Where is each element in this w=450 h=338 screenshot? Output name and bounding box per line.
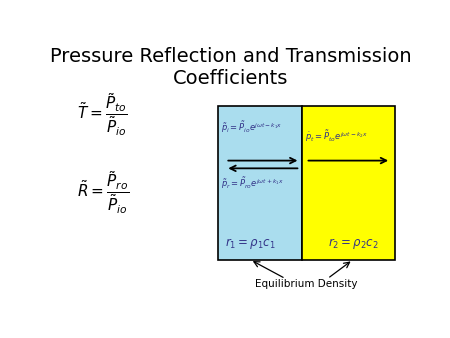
Text: $\tilde{T} = \dfrac{\tilde{P}_{to}}{\tilde{P}_{io}}$: $\tilde{T} = \dfrac{\tilde{P}_{to}}{\til… xyxy=(77,92,128,138)
Bar xyxy=(218,106,302,261)
Text: $\tilde{p}_r = \tilde{P}_{ro}e^{j\omega t + k_1 x}$: $\tilde{p}_r = \tilde{P}_{ro}e^{j\omega … xyxy=(221,175,284,191)
Text: $r_2 = \rho_2 c_2$: $r_2 = \rho_2 c_2$ xyxy=(328,236,378,251)
Text: $\tilde{R} = \dfrac{\tilde{P}_{ro}}{\tilde{P}_{io}}$: $\tilde{R} = \dfrac{\tilde{P}_{ro}}{\til… xyxy=(77,170,129,216)
Text: $\dot{p}_t = \tilde{P}_{to}e^{j\omega t - k_2 x}$: $\dot{p}_t = \tilde{P}_{to}e^{j\omega t … xyxy=(305,129,368,144)
Text: Pressure Reflection and Transmission
Coefficients: Pressure Reflection and Transmission Coe… xyxy=(50,47,411,88)
Text: $\tilde{p}_i = \tilde{P}_{io}e^{j\omega t - k_1 x}$: $\tilde{p}_i = \tilde{P}_{io}e^{j\omega … xyxy=(221,119,283,135)
Bar xyxy=(302,106,395,261)
Text: Equilibrium Density: Equilibrium Density xyxy=(255,279,358,289)
Text: $r_1 = \rho_1 c_1$: $r_1 = \rho_1 c_1$ xyxy=(225,236,275,251)
